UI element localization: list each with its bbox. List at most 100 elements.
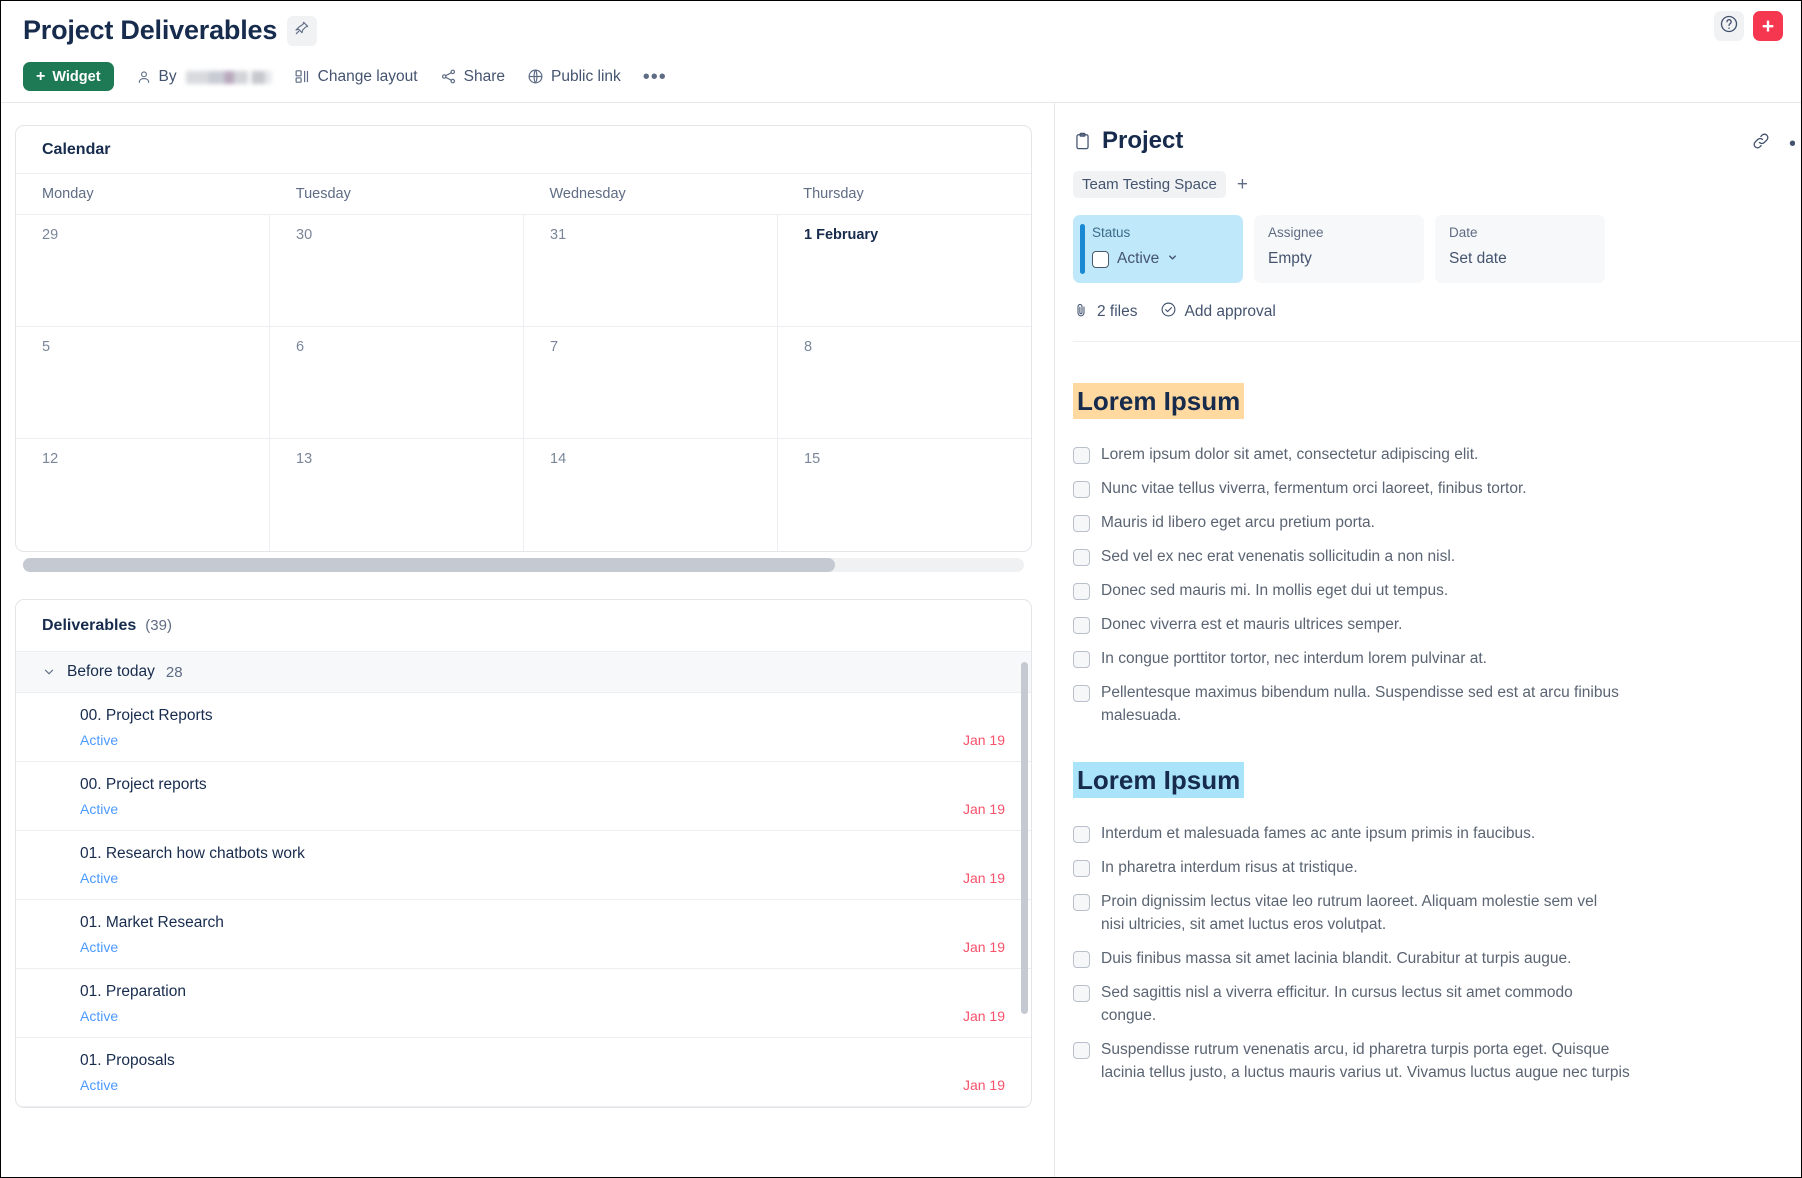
status-badge[interactable]: Active <box>80 870 119 886</box>
calendar-day-cell[interactable]: 30 <box>270 215 524 326</box>
checkbox-icon[interactable] <box>1073 826 1090 844</box>
status-badge[interactable]: Active <box>80 1077 119 1093</box>
list-item[interactable]: Donec sed mauris mi. In mollis eget dui … <box>1073 580 1801 603</box>
status-badge[interactable]: Active <box>80 1008 119 1024</box>
list-item[interactable]: Proin dignissim lectus vitae leo rutrum … <box>1073 891 1801 937</box>
table-row[interactable]: 01. Market Research Active Jan 19 <box>16 900 1031 969</box>
deliverables-group-header[interactable]: Before today 28 <box>16 652 1031 693</box>
calendar-week-row: 29 30 31 1 February <box>16 215 1031 327</box>
property-status[interactable]: Status Active <box>1073 215 1243 283</box>
checkbox-icon[interactable] <box>1073 447 1090 464</box>
calendar-day-cell[interactable]: 14 <box>524 439 778 551</box>
status-badge[interactable]: Active <box>80 732 119 748</box>
add-widget-button[interactable]: + Widget <box>23 62 114 91</box>
add-space-button[interactable]: + <box>1236 174 1248 195</box>
list-item[interactable]: In pharetra interdum risus at tristique. <box>1073 857 1801 880</box>
calendar-day-headers: Monday Tuesday Wednesday Thursday <box>16 174 1031 215</box>
list-item-label: Sed vel ex nec erat venenatis sollicitud… <box>1101 547 1456 565</box>
list-item[interactable]: Mauris id libero eget arcu pretium porta… <box>1073 512 1801 535</box>
list-item[interactable]: Donec viverra est et mauris ultrices sem… <box>1073 614 1801 637</box>
table-row[interactable]: 01. Proposals Active Jan 19 <box>16 1038 1031 1107</box>
calendar-day-cell[interactable]: 8 <box>804 339 813 355</box>
calendar-widget: Calendar Monday Tuesday Wednesday Thursd… <box>15 125 1032 552</box>
checkbox-icon[interactable] <box>1073 548 1090 566</box>
calendar-day-cell[interactable]: 7 <box>524 327 778 438</box>
list-item[interactable]: Interdum et malesuada fames ac ante ipsu… <box>1073 823 1801 846</box>
status-badge[interactable]: Active <box>80 939 119 955</box>
property-date[interactable]: Date Set date <box>1435 215 1605 283</box>
status-checkbox-icon[interactable] <box>1092 250 1109 268</box>
table-row[interactable]: 00. Project reports Active Jan 19 <box>16 762 1031 831</box>
task-info: 01. Market Research Active <box>80 914 224 955</box>
property-value: Active <box>1092 250 1229 268</box>
checkbox-icon[interactable] <box>1073 514 1090 532</box>
task-name: 01. Preparation <box>80 983 186 1000</box>
help-button[interactable] <box>1714 11 1744 41</box>
public-link-button[interactable]: Public link <box>527 68 621 86</box>
status-badge[interactable]: Active <box>80 801 119 817</box>
panel-more-options-button[interactable]: ••• <box>1789 140 1795 148</box>
checkbox-icon[interactable] <box>1073 684 1090 702</box>
list-item[interactable]: In congue porttitor tortor, nec interdum… <box>1073 648 1801 671</box>
calendar-day-cell[interactable]: 5 <box>16 327 270 438</box>
calendar-day-cell[interactable]: 29 <box>16 215 270 326</box>
scrollbar-thumb[interactable] <box>23 558 835 572</box>
deliverables-vertical-scrollbar[interactable] <box>1021 656 1028 1101</box>
header-actions: + <box>1714 11 1783 41</box>
checkbox-icon[interactable] <box>1073 650 1090 668</box>
list-item[interactable]: Lorem ipsum dolor sit amet, consectetur … <box>1073 444 1801 467</box>
list-item[interactable]: Suspendisse rutrum venenatis arcu, id ph… <box>1073 1039 1801 1085</box>
clipboard-icon <box>1073 132 1092 151</box>
checkbox-icon[interactable] <box>1073 951 1090 969</box>
calendar-day-cell[interactable]: 6 <box>270 327 524 438</box>
calendar-day-cell[interactable]: 15 <box>804 451 821 467</box>
create-button[interactable]: + <box>1753 11 1783 41</box>
share-button[interactable]: Share <box>440 68 505 86</box>
property-value: Empty <box>1268 250 1312 267</box>
table-row[interactable]: 01. Preparation Active Jan 19 <box>16 969 1031 1038</box>
files-button[interactable]: 2 files <box>1073 302 1138 323</box>
list-item[interactable]: Pellentesque maximus bibendum nulla. Sus… <box>1073 682 1801 728</box>
checkbox-icon[interactable] <box>1073 480 1090 498</box>
calendar-day-cell[interactable]: 12 <box>16 439 270 551</box>
task-name: 01. Proposals <box>80 1052 175 1069</box>
add-approval-button[interactable]: Add approval <box>1160 301 1276 323</box>
calendar-horizontal-scrollbar[interactable] <box>23 558 1024 572</box>
calendar-day-cell[interactable]: 31 <box>524 215 778 326</box>
list-item[interactable]: Sed sagittis nisl a viverra efficitur. I… <box>1073 982 1801 1028</box>
change-layout-button[interactable]: Change layout <box>294 68 418 86</box>
space-chip[interactable]: Team Testing Space <box>1073 171 1226 198</box>
list-item[interactable]: Nunc vitae tellus viverra, fermentum orc… <box>1073 478 1801 501</box>
checkbox-icon[interactable] <box>1073 1042 1090 1059</box>
scrollbar-thumb[interactable] <box>1021 662 1028 1014</box>
checkbox-icon[interactable] <box>1073 894 1090 912</box>
space-row: Team Testing Space + <box>1073 171 1801 198</box>
list-item[interactable]: Duis finibus massa sit amet lacinia blan… <box>1073 948 1801 971</box>
task-info: 00. Project Reports Active <box>80 707 213 748</box>
list-item-label: Proin dignissim lectus vitae leo rutrum … <box>1101 893 1598 934</box>
checkbox-icon[interactable] <box>1073 616 1090 634</box>
table-row[interactable]: 01. Research how chatbots work Active Ja… <box>16 831 1031 900</box>
table-row[interactable]: 00. Project Reports Active Jan 19 <box>16 693 1031 762</box>
checkbox-icon[interactable] <box>1073 985 1090 1003</box>
checkbox-icon[interactable] <box>1073 582 1090 600</box>
property-label: Assignee <box>1268 225 1324 240</box>
calendar-day-cell-today[interactable]: 1 February <box>804 227 879 243</box>
property-assignee[interactable]: Assignee Empty <box>1254 215 1424 283</box>
checklist: Interdum et malesuada fames ac ante ipsu… <box>1073 823 1801 1084</box>
link-icon[interactable] <box>1751 131 1771 156</box>
task-info: 01. Preparation Active <box>80 983 186 1024</box>
pin-button[interactable] <box>287 15 318 46</box>
calendar-day-cell[interactable]: 13 <box>270 439 524 551</box>
owner-by-item[interactable]: By <box>136 68 272 86</box>
group-count: 28 <box>165 663 183 681</box>
more-options-button[interactable]: ••• <box>642 65 667 88</box>
chevron-down-icon[interactable] <box>42 665 56 679</box>
files-label: 2 files <box>1097 303 1138 320</box>
list-item[interactable]: Sed vel ex nec erat venenatis sollicitud… <box>1073 546 1801 569</box>
task-due-date: Jan 19 <box>962 732 1005 748</box>
chevron-down-icon[interactable] <box>1167 252 1178 266</box>
checkbox-icon[interactable] <box>1073 860 1090 878</box>
task-name: 01. Market Research <box>80 914 224 931</box>
task-description-body[interactable]: Lorem Ipsum Lorem ipsum dolor sit amet, … <box>1073 382 1801 1085</box>
